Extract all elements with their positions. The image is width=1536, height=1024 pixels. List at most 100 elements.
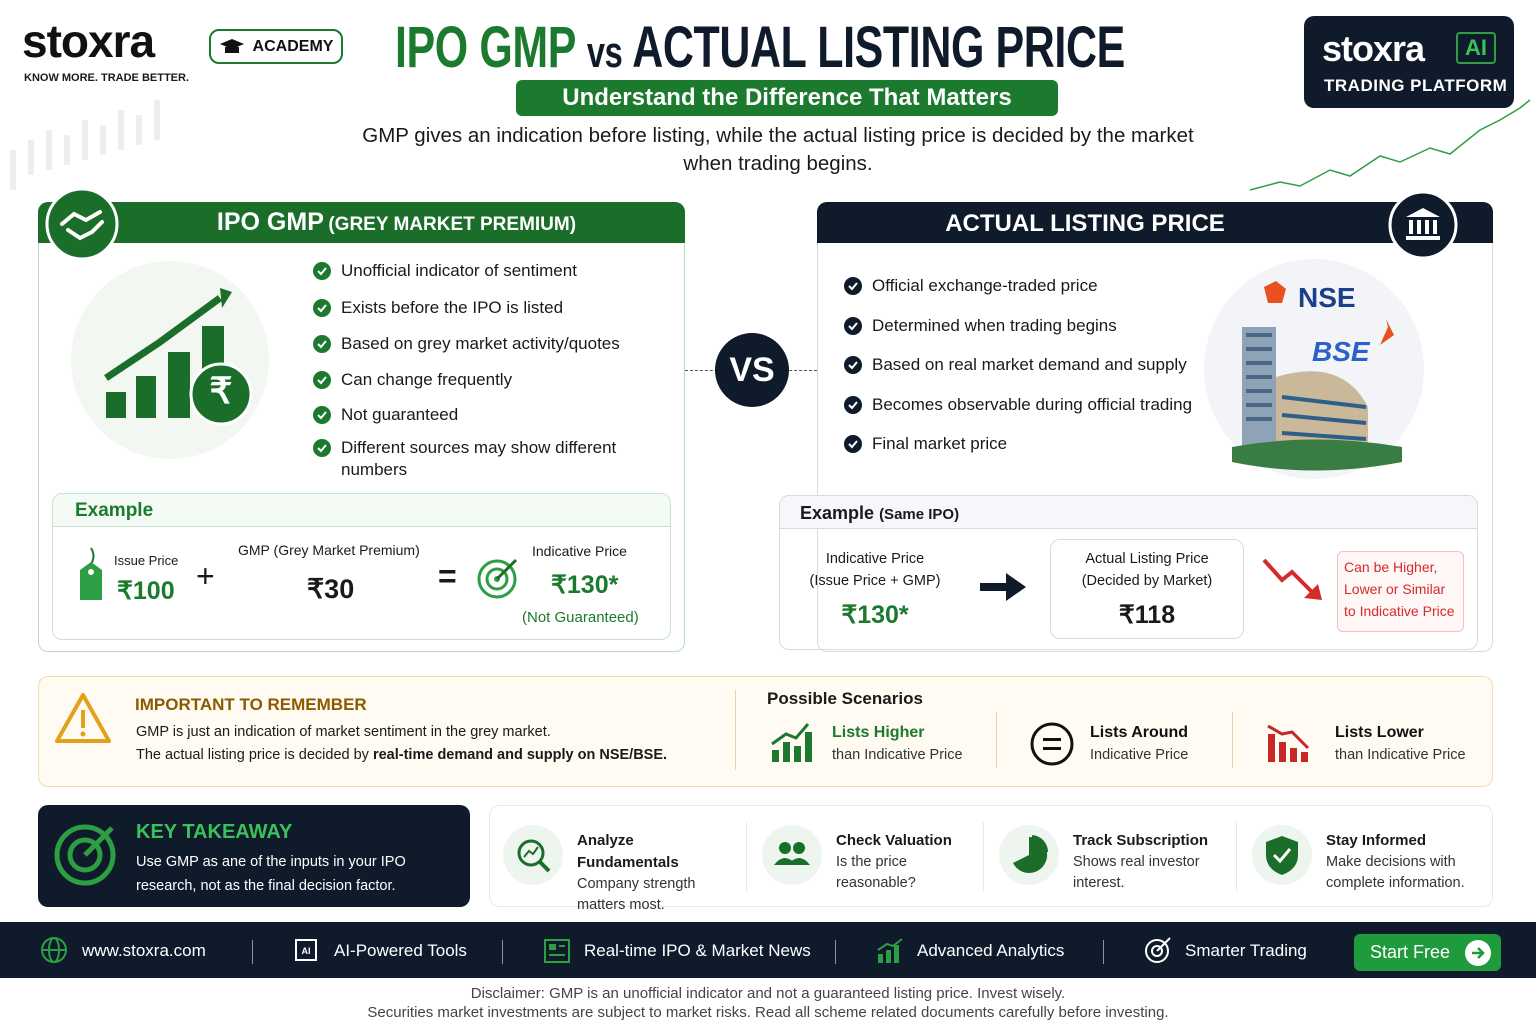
footer-icon [877,938,903,963]
nse-label: NSE [1298,282,1356,313]
scenario-icon [1267,724,1310,762]
ind-sub: (Issue Price + GMP) [809,573,941,589]
check-icon [844,395,862,414]
tip: Check Valuation Is the price reasonable? [836,830,986,894]
tip-title: Check Valuation [836,832,952,849]
check-icon [313,335,331,353]
check-icon [313,439,331,457]
ind-value: ₹130* [841,601,909,629]
exchange-illustration [1204,259,1424,479]
scenario-sub: than Indicative Price [832,747,963,763]
scenario: Lists Lower than Indicative Price [1335,722,1466,766]
example-label: Example [75,500,154,521]
check-icon [313,299,331,317]
tip-title: Track Subscription [1073,832,1209,849]
platform-label: TRADING PLATFORM [1324,76,1508,95]
tip-icon [999,825,1059,885]
svg-text:AI: AI [302,946,311,956]
academy-badge: ACADEMY [209,29,343,64]
point-text: Different sources may show different num… [341,438,617,479]
check-icon [313,371,331,389]
tagline: KNOW MORE. TRADE BETTER. [24,72,189,84]
divider [1236,822,1237,892]
indicative-label: Indicative Price [532,543,627,559]
badge-text: ACADEMY [252,37,334,55]
gmp-title-note: (GREY MARKET PREMIUM) [328,214,577,235]
tip: Track Subscription Shows real investor in… [1073,830,1223,894]
tips-box [489,805,1493,907]
scenario-sub: than Indicative Price [1335,747,1466,763]
cta-text[interactable]: Start Free [1370,942,1451,962]
footer-icon [41,937,67,963]
rupee-symbol: ₹ [209,370,233,411]
disclaimer: Disclaimer: GMP is an unofficial indicat… [0,984,1536,1022]
tag-icon [80,547,102,600]
tip: Stay Informed Make decisions with complet… [1326,830,1486,894]
tip-text: Shows real investor interest. [1073,854,1200,891]
divider [502,940,503,964]
platform-ai: AI [1456,32,1496,64]
footer-link-text[interactable]: Smarter Trading [1185,941,1307,960]
point-text: Official exchange-traded price [872,276,1098,295]
tip: Analyze Fundamentals Company strength mat… [577,830,727,916]
footer-link[interactable]: Smarter Trading [1143,936,1307,966]
act-sub: (Decided by Market) [1081,573,1213,589]
gmp-value: ₹30 [307,574,355,604]
footer-link[interactable]: Real-time IPO & Market News [542,936,811,966]
important-line2: The actual listing price is decided by r… [136,747,667,763]
footer-link-text[interactable]: Real-time IPO & Market News [584,941,811,960]
divider [1232,712,1233,768]
indicative-value: ₹130* [551,571,619,599]
point-text: Not guaranteed [341,405,459,424]
act-block: Actual Listing Price (Decided by Market)… [1050,539,1244,639]
scenario: Lists Higher than Indicative Price [832,722,963,766]
divider [746,822,747,892]
listing-point: Final market price [844,433,1204,455]
footer-link[interactable]: www.stoxra.com [40,936,206,966]
issue-label: Issue Price [114,553,179,568]
listing-title: ACTUAL LISTING PRICE [817,202,1493,243]
footer-icon [1145,937,1171,963]
bg-decoration [10,100,160,190]
check-icon [313,406,331,424]
check-icon [844,277,862,295]
point-text: Becomes observable during official tradi… [872,394,1193,414]
start-free-button[interactable]: Start Free [1354,934,1501,971]
tip-icon [503,825,563,885]
brand-logo: stoxra [22,15,155,67]
listing-point: Becomes observable during official tradi… [844,394,1204,416]
divider [1103,940,1104,964]
takeaway-box [38,805,470,907]
tip-text: Make decisions with complete information… [1326,854,1465,891]
listing-example-label: Example (Same IPO) [800,503,959,524]
listing-point: Determined when trading begins [844,315,1204,337]
intro: GMP gives an indication before listing, … [362,124,1194,175]
bank-icon [1388,190,1458,260]
bse-label: BSE [1312,336,1370,367]
point-text: Based on real market demand and supply [872,355,1187,374]
gmp-title: IPO GMP [216,208,324,236]
platform-brand: stoxra [1322,28,1425,69]
listing-panel [817,202,1493,652]
footer-link-text[interactable]: www.stoxra.com [82,941,206,960]
footer-link-text[interactable]: AI-Powered Tools [334,941,467,960]
footer-link[interactable]: AI AI-Powered Tools [292,936,467,966]
footer-link-text[interactable]: Advanced Analytics [917,941,1065,960]
subtitle: Understand the Difference That Matters [516,80,1058,116]
cap-icon [219,38,244,53]
issue-value: ₹100 [117,577,175,605]
point-text: Based on grey market activity/quotes [341,334,620,353]
footer-link[interactable]: Advanced Analytics [875,936,1064,966]
check-icon [844,435,862,453]
growth-illustration [71,261,269,459]
listing-point: Based on real market demand and supply [844,354,1204,376]
listing-point: Official exchange-traded price [844,275,1204,297]
divider [996,712,997,768]
example-text: Example [800,503,875,523]
tip-title: Analyze Fundamentals [577,832,679,871]
takeaway-icon [54,824,116,886]
footer-icon [544,939,570,963]
check-icon [844,316,862,335]
plus-sign: + [196,558,215,594]
